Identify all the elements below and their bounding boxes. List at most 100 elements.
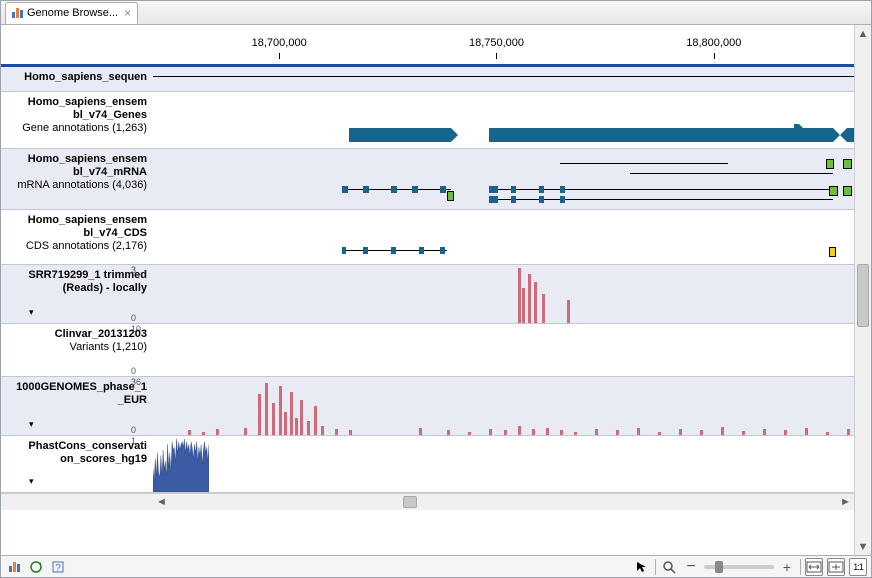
histogram-bar <box>244 428 247 435</box>
gene-feature[interactable] <box>349 128 451 142</box>
feature[interactable] <box>560 186 566 193</box>
zoom-thumb[interactable] <box>715 561 723 573</box>
one-to-one-button[interactable]: 1:1 <box>849 558 867 576</box>
histogram-bar <box>560 430 563 435</box>
track-label[interactable]: Homo_sapiens_ensembl_v74_GenesGene annot… <box>1 92 153 148</box>
track-label[interactable]: Homo_sapiens_ensembl_v74_CDSCDS annotati… <box>1 210 153 264</box>
feature[interactable] <box>440 186 446 193</box>
scroll-right-icon[interactable]: ► <box>837 494 854 511</box>
track-body[interactable]: 1 <box>153 436 854 492</box>
histogram-bar <box>637 428 640 435</box>
vscroll-thumb[interactable] <box>857 264 869 328</box>
track-title: Clinvar_20131203 <box>3 328 147 341</box>
feature[interactable] <box>489 186 497 193</box>
fit-all-button[interactable] <box>827 558 845 576</box>
close-icon[interactable]: × <box>124 6 131 20</box>
histogram-bar <box>419 428 422 435</box>
track-mrna: Homo_sapiens_ensembl_v74_mRNAmRNA annota… <box>1 149 854 210</box>
feature[interactable] <box>843 159 851 169</box>
gene-feature[interactable] <box>847 128 854 142</box>
scroll-up-icon[interactable]: ▲ <box>855 25 871 42</box>
zoom-plus-button[interactable]: + <box>778 558 796 576</box>
track-seq: Homo_sapiens_sequen <box>1 67 854 92</box>
track-title: PhastCons_conservati <box>3 440 147 453</box>
feature[interactable] <box>560 163 728 164</box>
vertical-scrollbar[interactable]: ▲ ▼ <box>854 25 871 555</box>
histogram-bar <box>522 288 525 323</box>
coordinate-ruler[interactable]: 18,700,00018,750,00018,800,000 <box>1 25 854 67</box>
feature[interactable] <box>489 196 497 203</box>
histogram-bar <box>826 432 829 435</box>
horizontal-scrollbar[interactable]: ◄ ► <box>1 493 854 510</box>
tab-title: Genome Browse... <box>27 7 118 19</box>
track-menu-icon[interactable]: ▾ <box>29 418 34 431</box>
bottom-toolbar: ? − + 1:1 <box>1 555 871 577</box>
feature[interactable] <box>539 196 545 203</box>
feature[interactable] <box>560 196 566 203</box>
feature[interactable] <box>829 247 836 257</box>
feature[interactable] <box>826 159 834 169</box>
feature[interactable] <box>363 247 367 254</box>
zoom-out-button[interactable] <box>660 558 678 576</box>
track-body[interactable]: 100 <box>153 324 854 376</box>
track-title: bl_v74_mRNA <box>3 166 147 179</box>
scroll-left-icon[interactable]: ◄ <box>153 494 170 511</box>
feature[interactable] <box>843 186 851 196</box>
fit-width-button[interactable] <box>805 558 823 576</box>
svg-text:?: ? <box>55 563 61 574</box>
feature[interactable] <box>829 186 837 196</box>
cursor-tool-button[interactable] <box>633 558 651 576</box>
track-subtitle: Variants (1,210) <box>3 341 147 354</box>
feature[interactable] <box>511 196 517 203</box>
track-title: bl_v74_CDS <box>3 227 147 240</box>
track-genes: Homo_sapiens_ensembl_v74_GenesGene annot… <box>1 92 854 149</box>
feature[interactable] <box>363 186 369 193</box>
feature[interactable] <box>342 186 348 193</box>
feature[interactable] <box>440 247 444 254</box>
track-menu-icon[interactable]: ▾ <box>29 306 34 319</box>
info-button[interactable]: ? <box>49 558 67 576</box>
scroll-down-icon[interactable]: ▼ <box>855 538 871 555</box>
feature[interactable] <box>342 247 346 254</box>
main-area: 18,700,00018,750,00018,800,000 Homo_sapi… <box>1 25 871 555</box>
track-body[interactable]: 360 <box>153 377 854 435</box>
track-body[interactable] <box>153 210 854 264</box>
track-menu-icon[interactable]: ▾ <box>29 475 34 488</box>
feature[interactable] <box>391 247 395 254</box>
gene-feature[interactable] <box>489 128 832 142</box>
hscroll-thumb[interactable] <box>403 496 416 508</box>
track-label[interactable]: Homo_sapiens_ensembl_v74_mRNAmRNA annota… <box>1 149 153 209</box>
histogram-bar <box>314 406 317 435</box>
track-area: Homo_sapiens_sequenHomo_sapiens_ensembl_… <box>1 67 854 493</box>
hscroll-track[interactable] <box>170 494 837 510</box>
histogram-view-button[interactable] <box>5 558 23 576</box>
track-body[interactable] <box>153 67 854 91</box>
histogram-bar <box>546 428 549 435</box>
track-body[interactable] <box>153 149 854 209</box>
zoom-slider[interactable] <box>704 565 774 569</box>
histogram-bar <box>335 429 338 435</box>
feature[interactable] <box>630 173 833 174</box>
tab-genome-browser[interactable]: Genome Browse... × <box>5 2 138 24</box>
histogram-bar <box>542 294 545 323</box>
feature[interactable] <box>412 186 418 193</box>
feature[interactable] <box>419 247 423 254</box>
feature[interactable] <box>391 186 397 193</box>
track-subtitle: CDS annotations (2,176) <box>3 240 147 253</box>
histogram-bar <box>528 274 531 323</box>
feature[interactable] <box>511 186 517 193</box>
track-cds: Homo_sapiens_ensembl_v74_CDSCDS annotati… <box>1 210 854 265</box>
feature[interactable] <box>539 186 545 193</box>
track-subtitle: mRNA annotations (4,036) <box>3 179 147 192</box>
track-body[interactable] <box>153 92 854 148</box>
gene-feature[interactable] <box>794 124 799 130</box>
track-label[interactable]: Homo_sapiens_sequen <box>1 67 153 91</box>
histogram-bar <box>489 429 492 435</box>
refresh-button[interactable] <box>27 558 45 576</box>
track-body[interactable]: 30 <box>153 265 854 323</box>
histogram-bar <box>595 429 598 435</box>
track-title: bl_v74_Genes <box>3 109 147 122</box>
zoom-minus-button[interactable]: − <box>682 558 700 576</box>
feature[interactable] <box>447 191 454 201</box>
toolbar-separator <box>800 559 801 575</box>
